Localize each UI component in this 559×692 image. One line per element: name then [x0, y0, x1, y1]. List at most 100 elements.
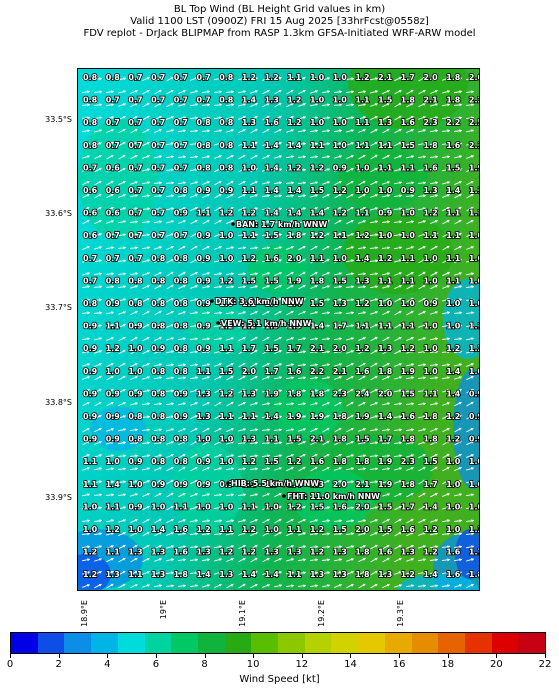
- wind-arrow: [406, 557, 414, 562]
- grid-value: 1.1: [446, 276, 461, 285]
- wind-arrow: [321, 103, 331, 107]
- wind-arrow: [309, 129, 319, 133]
- wind-arrow: [454, 285, 462, 289]
- wind-arrow: [381, 480, 391, 484]
- wind-arrow: [418, 284, 426, 290]
- wind-arrow: [417, 194, 427, 198]
- wind-arrow: [237, 285, 247, 289]
- wind-arrow: [226, 141, 234, 146]
- grid-value: 1.5: [401, 389, 416, 398]
- wind-arrow: [453, 311, 463, 315]
- wind-arrow: [394, 284, 402, 290]
- wind-arrow: [202, 480, 210, 484]
- wind-arrow: [345, 519, 355, 523]
- wind-arrow: [369, 259, 379, 263]
- wind-arrow: [286, 284, 294, 290]
- wind-arrow: [82, 363, 90, 367]
- wind-arrow: [441, 324, 451, 328]
- wind-arrow: [346, 129, 354, 133]
- grid-value: 1.2: [469, 344, 480, 353]
- wind-arrow: [334, 193, 342, 199]
- wind-arrow: [430, 492, 438, 498]
- grid-value: 0.8: [174, 344, 189, 353]
- wind-arrow: [442, 271, 450, 277]
- wind-arrow: [357, 519, 367, 523]
- wind-arrow: [466, 259, 474, 263]
- wind-arrow: [117, 441, 127, 445]
- station-dot: [210, 299, 214, 303]
- wind-arrow: [142, 467, 150, 471]
- wind-arrow: [322, 232, 330, 238]
- wind-arrow: [213, 77, 223, 81]
- grid-value: 1.3: [287, 548, 301, 557]
- wind-arrow: [286, 531, 294, 537]
- wind-arrow: [237, 246, 247, 250]
- wind-arrow: [441, 116, 451, 120]
- wind-arrow: [262, 141, 270, 147]
- wind-arrow: [189, 311, 199, 315]
- wind-arrow: [153, 584, 163, 588]
- wind-arrow: [297, 571, 307, 575]
- wind-arrow: [142, 168, 150, 172]
- wind-arrow: [262, 323, 270, 329]
- wind-arrow: [466, 350, 474, 354]
- wind-arrow: [141, 389, 151, 393]
- wind-arrow: [118, 544, 126, 550]
- wind-arrow: [393, 207, 403, 211]
- wind-arrow: [202, 388, 210, 393]
- wind-arrow: [358, 375, 366, 381]
- wind-arrow: [346, 583, 354, 589]
- wind-arrow: [105, 272, 115, 276]
- wind-arrow: [321, 90, 331, 94]
- colorbar-tickmark: [301, 654, 303, 658]
- wind-arrow: [153, 220, 163, 224]
- wind-arrow: [190, 76, 198, 81]
- wind-arrow: [154, 155, 162, 159]
- wind-arrow: [105, 480, 115, 484]
- grid-value: 1.3: [287, 322, 301, 331]
- wind-arrow: [250, 518, 258, 523]
- wind-arrow: [406, 336, 414, 341]
- station-label: FHT: 11.0 km/h NNW: [287, 492, 380, 501]
- grid-value: 1.8: [310, 276, 325, 285]
- wind-arrow: [286, 258, 294, 264]
- wind-arrow: [82, 167, 90, 172]
- wind-arrow: [429, 181, 439, 185]
- wind-arrow: [381, 467, 391, 471]
- wind-arrow: [274, 505, 282, 511]
- wind-arrow: [298, 532, 306, 536]
- grid-value: 1.0: [446, 457, 461, 466]
- grid-value: 0.7: [83, 163, 97, 172]
- grid-value: 1.2: [446, 412, 460, 421]
- wind-arrow: [274, 467, 282, 471]
- wind-arrow: [298, 428, 306, 432]
- grid-value: 1.3: [401, 548, 415, 557]
- wind-arrow: [357, 311, 367, 315]
- wind-arrow: [202, 414, 210, 420]
- wind-arrow: [261, 428, 271, 432]
- wind-arrow: [370, 570, 378, 576]
- wind-arrow: [178, 453, 186, 459]
- wind-arrow: [214, 558, 222, 562]
- wind-arrow: [381, 207, 391, 211]
- wind-arrow: [370, 349, 378, 355]
- wind-arrow: [345, 285, 355, 289]
- grid-value: 2.0: [378, 389, 393, 398]
- wind-arrow: [310, 519, 318, 523]
- grid-value: 0.8: [174, 254, 189, 263]
- wind-arrow: [393, 181, 403, 185]
- wind-arrow: [178, 103, 186, 107]
- grid-value: 2.1: [424, 96, 439, 105]
- wind-arrow: [430, 194, 438, 198]
- wind-arrow: [261, 259, 271, 263]
- grid-value: 1.8: [424, 141, 439, 150]
- wind-arrow: [429, 350, 439, 354]
- wind-arrow: [202, 285, 210, 289]
- wind-arrow: [274, 323, 282, 329]
- wind-arrow: [214, 193, 222, 199]
- wind-arrow: [225, 77, 235, 81]
- wind-arrow: [394, 154, 402, 159]
- wind-arrow: [333, 90, 343, 94]
- wind-arrow: [166, 115, 174, 120]
- wind-arrow: [394, 102, 402, 108]
